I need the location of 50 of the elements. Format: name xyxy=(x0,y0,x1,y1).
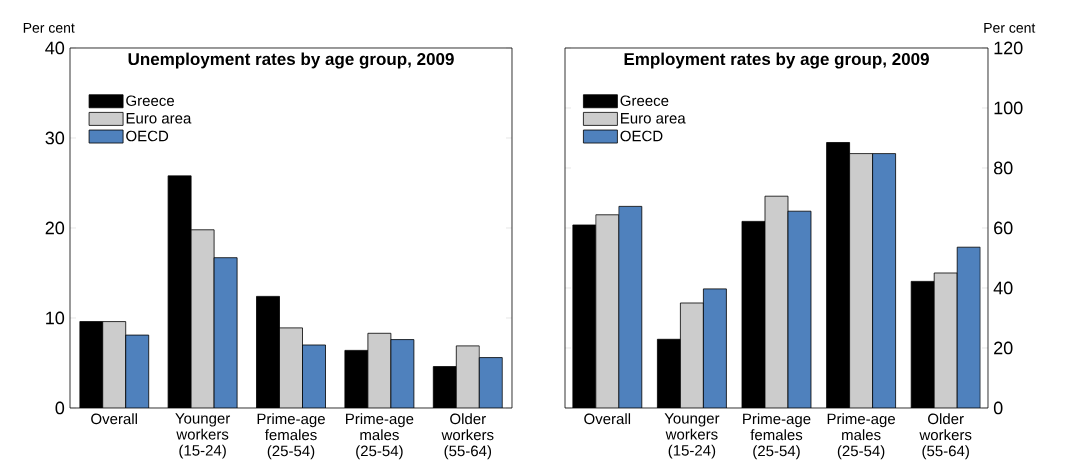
y-axis-title: Per cent xyxy=(984,23,1036,33)
x-tick-label: Older workers (55-64) xyxy=(919,413,972,460)
bar xyxy=(933,272,958,408)
x-tick-label: Prime-age females (25-54) xyxy=(257,413,325,460)
y-tick-label: 80 xyxy=(993,161,1013,175)
x-tick-label: Younger workers (15-24) xyxy=(175,413,231,459)
y-tick-label: 20 xyxy=(994,341,1013,355)
y-tick-label: 60 xyxy=(994,221,1013,235)
legend-label: OECD xyxy=(126,130,169,142)
legend-label: OECD xyxy=(620,130,663,142)
x-tick-label: Prime-age females (25-54) xyxy=(743,413,811,460)
y-tick-label: 40 xyxy=(45,41,65,55)
bar xyxy=(455,345,480,408)
bar xyxy=(872,153,896,408)
y-tick-label: 40 xyxy=(993,281,1013,295)
chart-title: Employment rates by age group, 2009 xyxy=(624,52,929,69)
legend-label: Greece xyxy=(126,95,174,107)
bar xyxy=(214,257,238,408)
bar xyxy=(765,196,788,408)
bar xyxy=(279,327,303,408)
bar xyxy=(703,288,727,408)
bar xyxy=(956,246,981,408)
bar xyxy=(618,206,642,408)
x-tick-label: Prime-age males (25-54) xyxy=(827,413,896,460)
y-tick-label: 100 xyxy=(994,101,1023,115)
x-tick-label: Younger workers (15-24) xyxy=(664,413,720,459)
legend-label: Greece xyxy=(620,95,669,106)
x-tick-label: Overall xyxy=(91,413,137,425)
bar xyxy=(595,214,619,408)
y-tick-label: 20 xyxy=(45,221,65,235)
x-tick-label: Prime-age males (25-54) xyxy=(346,413,414,460)
bar xyxy=(102,321,126,408)
legend-label: Euro area xyxy=(621,113,686,124)
bar xyxy=(125,335,149,408)
bar xyxy=(478,357,503,408)
bar xyxy=(302,344,326,408)
x-tick-label: Overall xyxy=(584,413,631,425)
bar xyxy=(788,211,811,408)
x-tick-label: Older workers (55-64) xyxy=(441,413,494,460)
y-tick-label: 0 xyxy=(993,401,1003,415)
y-axis-title: Per cent xyxy=(23,23,75,33)
y-tick-label: 120 xyxy=(994,41,1023,55)
bar xyxy=(191,229,215,408)
legend-label: Euro area xyxy=(126,113,192,124)
y-tick-label: 30 xyxy=(45,131,65,145)
bar xyxy=(849,153,873,408)
y-tick-label: 10 xyxy=(46,311,65,325)
y-tick-label: 0 xyxy=(55,401,65,415)
bar xyxy=(680,302,704,408)
chart-title: Unemployment rates by age group, 2009 xyxy=(128,52,454,69)
